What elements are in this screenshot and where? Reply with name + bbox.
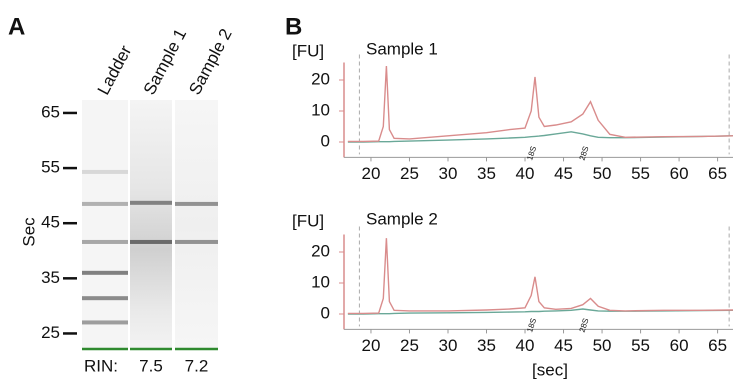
y-tick-label: 0 [321,131,330,150]
x-axis-label: [sec] [532,360,568,379]
x-tick-label: 60 [670,336,689,355]
series-line [348,66,733,141]
gel-band [82,271,128,275]
gel-lane [82,100,128,350]
y-tick-label: 10 [311,272,330,291]
series-line [348,238,733,313]
gel-band [130,240,172,244]
gel-lane [130,100,172,350]
x-tick-label: 40 [516,336,535,355]
gel-band [82,170,128,174]
y-axis-label: Sec [19,217,38,247]
gel-band [82,320,128,324]
y-tick-label: 10 [311,100,330,119]
peak-annotation: 18S [525,145,538,161]
peak-annotation: 28S [578,317,591,333]
chart-title: Sample 2 [366,209,438,228]
figure: A B Sec2535455565LadderSample 17.5Sample… [0,0,736,380]
x-tick-label: 25 [400,336,419,355]
gel-band [130,201,172,205]
x-tick-label: 30 [439,336,458,355]
rin-value: 7.2 [185,356,209,375]
rin-label: RIN: [84,356,118,375]
y-tick-label: 25 [41,323,60,342]
x-tick-label: 35 [477,336,496,355]
rin-value: 7.5 [139,356,163,375]
y-tick-label: 0 [321,303,330,322]
gel-band [175,240,218,244]
x-tick-label: 30 [439,164,458,183]
y-axis-label: [FU] [292,211,324,230]
panel-label: B [285,13,302,40]
lane-label: Sample 2 [185,26,235,98]
chart-title: Sample 1 [366,39,438,58]
gel-band [82,240,128,244]
x-tick-label: 50 [593,336,612,355]
gel-band [82,296,128,300]
lane-label: Sample 1 [140,26,190,98]
x-tick-label: 25 [400,164,419,183]
y-tick-label: 35 [41,268,60,287]
x-tick-label: 55 [631,336,650,355]
y-axis-label: [FU] [292,41,324,60]
panel-label: A [8,13,25,40]
y-tick-label: 45 [41,213,60,232]
x-tick-label: 45 [554,336,573,355]
x-tick-label: 45 [554,164,573,183]
y-tick-label: 20 [311,69,330,88]
peak-annotation: 18S [525,317,538,333]
x-tick-label: 50 [593,164,612,183]
gel-band [175,202,218,206]
gel-band [82,202,128,206]
x-tick-label: 65 [708,164,727,183]
y-tick-label: 65 [41,102,60,121]
x-tick-label: 55 [631,164,650,183]
lane-label: Ladder [94,42,136,98]
peak-annotation: 28S [578,145,591,161]
x-tick-label: 40 [516,164,535,183]
y-tick-label: 55 [41,158,60,177]
x-tick-label: 20 [361,164,380,183]
x-tick-label: 60 [670,164,689,183]
x-tick-label: 65 [708,336,727,355]
x-tick-label: 20 [361,336,380,355]
y-tick-label: 20 [311,241,330,260]
gel-lane [175,100,218,350]
x-tick-label: 35 [477,164,496,183]
